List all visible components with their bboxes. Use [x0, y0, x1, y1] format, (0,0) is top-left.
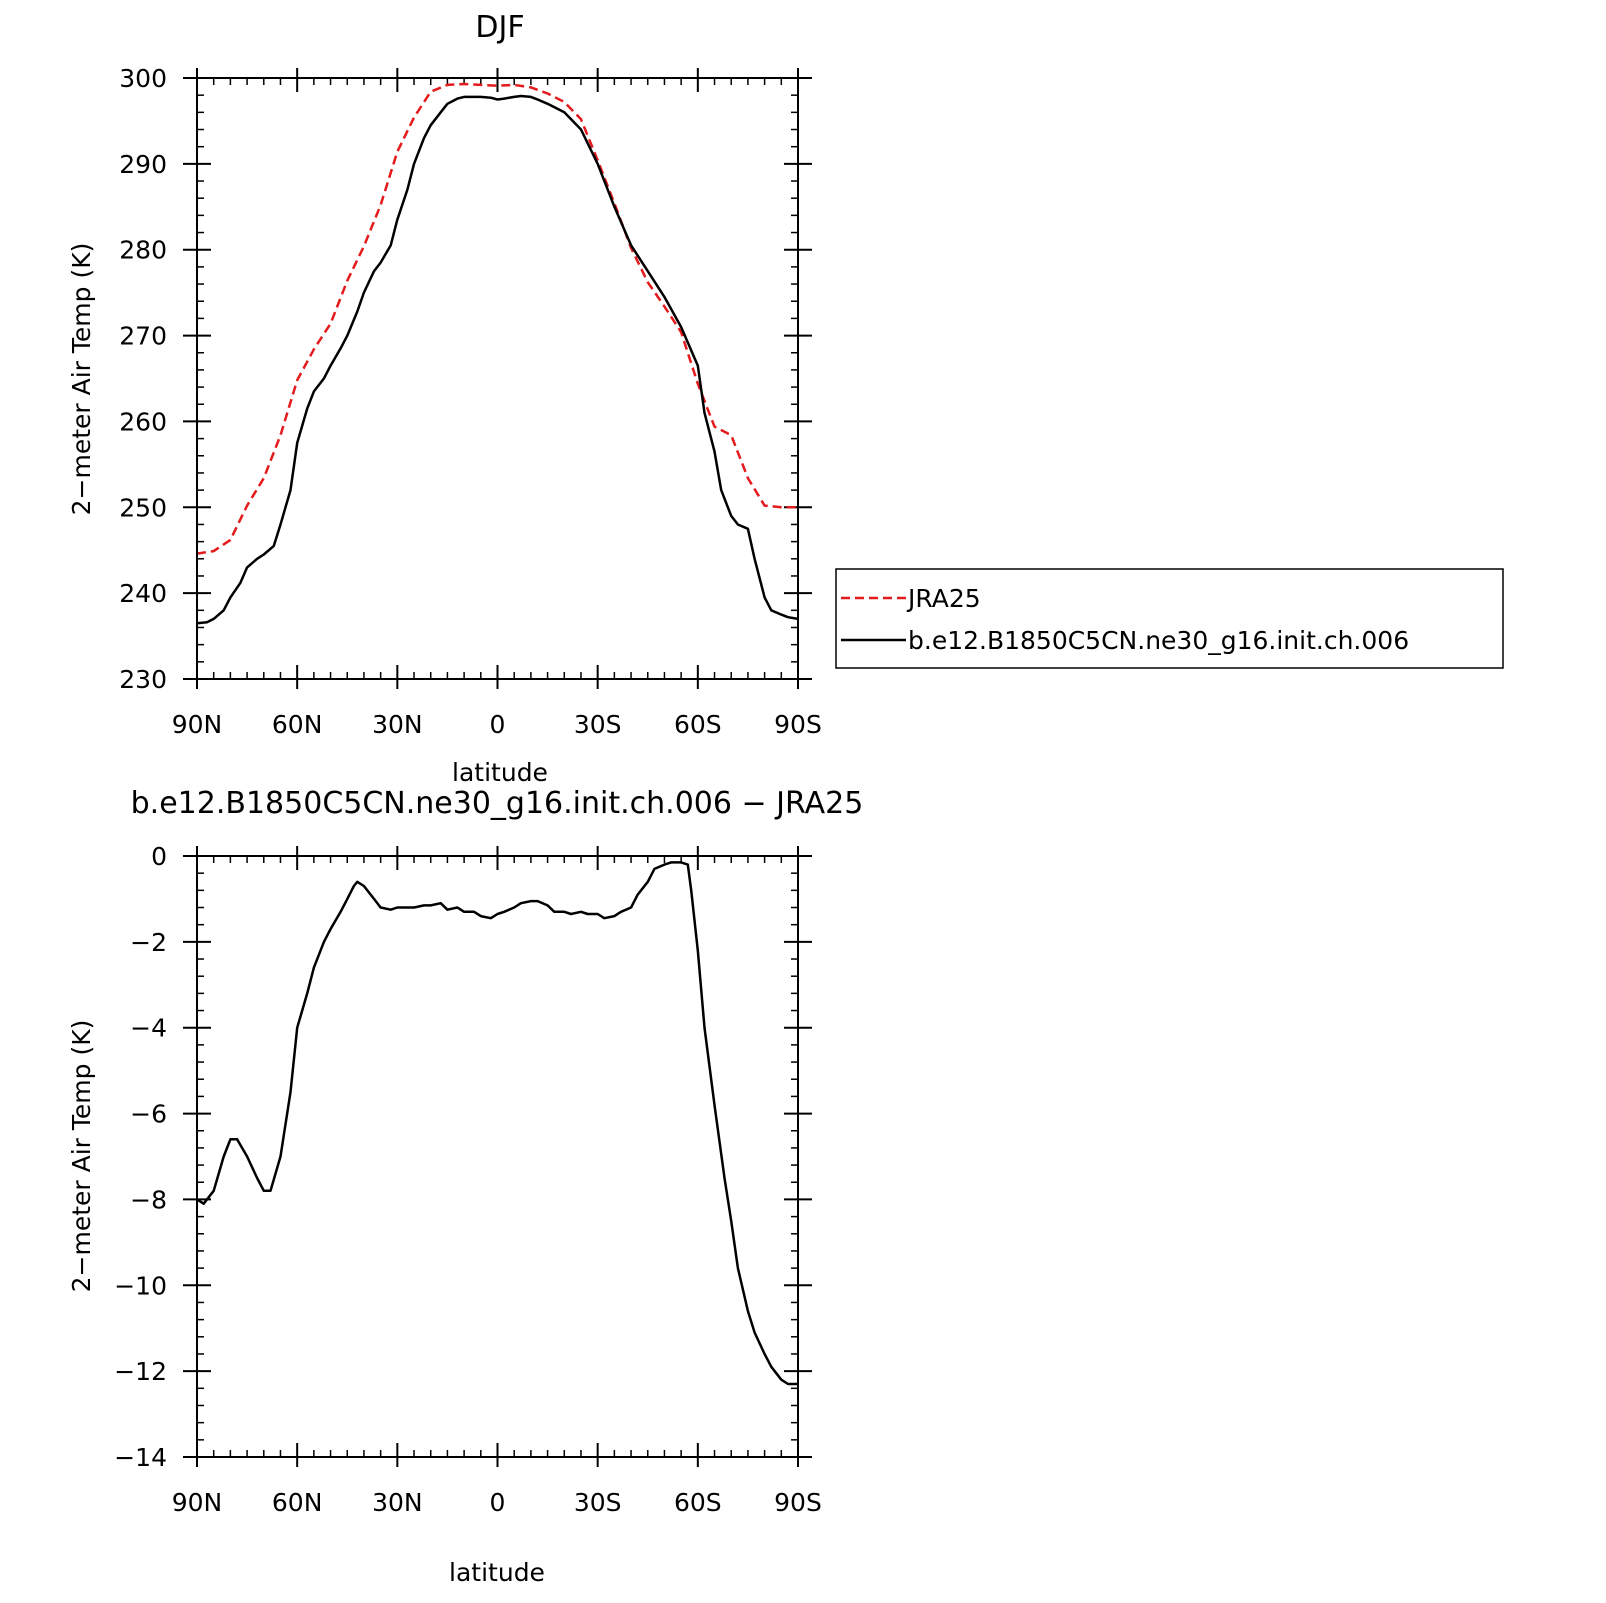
x-axis-label: latitude — [452, 758, 548, 787]
y-tick-label: −2 — [130, 928, 167, 957]
chart-title: DJF — [475, 10, 524, 45]
y-tick-label: 300 — [119, 64, 167, 93]
y-tick-label: 0 — [151, 842, 167, 871]
y-tick-label: 250 — [119, 493, 167, 522]
x-tick-label: 60S — [674, 710, 722, 739]
y-tick-label: −6 — [130, 1100, 167, 1129]
y-tick-label: 270 — [119, 322, 167, 351]
x-tick-label: 90N — [172, 1488, 223, 1517]
y-axis-label: 2−meter Air Temp (K) — [67, 1020, 96, 1293]
x-tick-label: 30N — [372, 710, 423, 739]
x-axis-label: latitude — [449, 1558, 545, 1587]
legend-frame — [835, 568, 1504, 669]
x-tick-label: 30S — [574, 710, 622, 739]
x-tick-label: 60N — [272, 1488, 323, 1517]
x-tick-label: 60S — [674, 1488, 722, 1517]
plot-area: 90N 60N 30N 0 30S 60S 90S 0 −2 −4 −6 −8 −10 −12 −14 — [114, 842, 822, 1517]
x-tick-label: 0 — [490, 1488, 506, 1517]
y-tick-label: −12 — [114, 1357, 167, 1386]
series-line — [196, 861, 798, 1386]
x-tick-label: 30N — [372, 1488, 423, 1517]
plot-area: 90N 60N 30N 0 30S 60S 90S 230 240 250 260 270 280 290… — [119, 64, 822, 739]
plot-frame — [196, 77, 799, 680]
chart-difference: b.e12.B1850C5CN.ne30_g16.init.ch.006 − J… — [67, 786, 863, 1587]
legend-label-jra25: JRA25 — [906, 584, 981, 613]
x-tick-label: 90S — [774, 1488, 822, 1517]
chart-djf: DJF 90N 60N 30N 0 30S 60S 90S 230 240 250 260 270 28… — [67, 10, 822, 787]
series-line — [196, 82, 798, 555]
x-tick-label: 0 — [490, 710, 506, 739]
y-tick-label: −4 — [130, 1014, 167, 1043]
x-tick-label: 60N — [272, 710, 323, 739]
legend-label-model: b.e12.B1850C5CN.ne30_g16.init.ch.006 — [908, 626, 1409, 655]
y-tick-label: 290 — [119, 150, 167, 179]
series-line — [196, 94, 799, 625]
y-tick-label: −8 — [130, 1185, 167, 1214]
x-tick-label: 30S — [574, 1488, 622, 1517]
y-tick-label: 240 — [119, 579, 167, 608]
y-axis-label: 2−meter Air Temp (K) — [67, 243, 96, 516]
y-tick-label: 260 — [119, 407, 167, 436]
y-tick-label: 280 — [119, 236, 167, 265]
legend: JRA25 b.e12.B1850C5CN.ne30_g16.init.ch.0… — [835, 568, 1504, 669]
plot-frame — [196, 855, 799, 1458]
x-tick-label: 90N — [172, 710, 223, 739]
x-tick-label: 90S — [774, 710, 822, 739]
chart-title: b.e12.B1850C5CN.ne30_g16.init.ch.006 − J… — [131, 786, 864, 821]
y-tick-label: −14 — [114, 1443, 167, 1472]
y-tick-label: 230 — [119, 665, 167, 694]
y-tick-label: −10 — [114, 1271, 167, 1300]
